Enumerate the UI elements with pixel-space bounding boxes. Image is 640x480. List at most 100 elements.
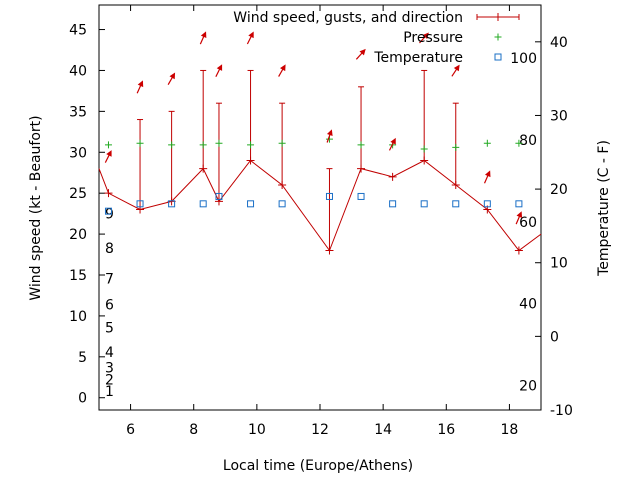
pressure-point [420, 145, 428, 153]
temperature-point [357, 192, 365, 200]
wind-speed-point [514, 246, 523, 255]
wind-direction-arrowhead [169, 72, 176, 80]
y-right-tick-label: 0 [550, 329, 559, 345]
wind-speed-point [420, 156, 429, 165]
wind-direction-arrowhead [453, 64, 460, 72]
pressure-point [136, 139, 144, 147]
temperature-point [483, 200, 491, 208]
legend-label: Wind speed, gusts, and direction [233, 10, 463, 26]
wind-direction-arrowhead [359, 48, 366, 56]
beaufort-label: 2 [105, 373, 114, 389]
wind-speed-point [451, 181, 460, 189]
y-right-tick-label: 20 [550, 182, 568, 198]
pressure-point [452, 143, 460, 151]
beaufort-label: 7 [105, 271, 114, 287]
wind-direction-arrowhead [390, 137, 396, 145]
temperature-point [136, 200, 144, 208]
wind-speed-line [98, 159, 542, 252]
wind-direction-arrowhead [516, 211, 523, 218]
wind-direction-arrowhead [484, 170, 491, 178]
y-left-axis-label: Wind speed (kt - Beaufort) [28, 115, 44, 300]
wind-speed-point [388, 172, 397, 181]
x-tick-label: 8 [189, 422, 198, 438]
x-tick-label: 6 [126, 422, 135, 438]
gust-bars [137, 69, 459, 251]
y-right-tick-label: -10 [550, 403, 573, 419]
y-left-tick-label: 15 [69, 268, 87, 284]
x-axis-ticks: 6 8 10 12 14 16 18 [126, 5, 518, 438]
wind-speed-point [246, 156, 255, 165]
wind-speed-point [357, 164, 366, 173]
temperature-point [420, 200, 428, 208]
temperature-point [168, 200, 176, 208]
beaufort-label: 8 [105, 241, 114, 257]
pressure-point [515, 139, 523, 147]
wind-direction-arrows [104, 31, 523, 225]
y-left-tick-label: 45 [69, 23, 87, 39]
beaufort-label: 3 [105, 360, 114, 376]
y-left-tick-label: 10 [69, 309, 87, 325]
wind-direction-arrowhead [200, 31, 207, 39]
pressure-point [104, 141, 112, 149]
y-left-axis-ticks: 0 5 10 15 20 25 30 35 40 45 [69, 23, 105, 407]
wind-speed-point [214, 197, 223, 206]
y-right-tick-label: 10 [550, 256, 568, 272]
temperature-point [199, 200, 207, 208]
legend: Wind speed, gusts, and direction Pressure… [233, 10, 520, 66]
wind-direction-arrowhead [106, 150, 112, 157]
temperature-point [247, 200, 255, 208]
wind-speed-point [278, 181, 287, 189]
y-left-tick-label: 25 [69, 186, 87, 202]
pressure-point [247, 141, 255, 149]
pressure-point [483, 139, 491, 147]
fahrenheit-label: 80 [519, 133, 537, 149]
y-left-tick-label: 30 [69, 145, 87, 161]
pressure-point [215, 139, 223, 147]
fahrenheit-label: 60 [519, 215, 537, 231]
y-right-tick-label: 40 [550, 35, 568, 51]
fahrenheit-label: 40 [519, 297, 537, 313]
temperature-point [325, 192, 333, 200]
y-right-axis-label: Temperature (C - F) [596, 140, 612, 277]
y-right-axis-ticks: -10 0 10 20 30 40 [535, 35, 573, 419]
x-tick-label: 14 [374, 422, 392, 438]
fahrenheit-label: 100 [510, 51, 537, 67]
pressure-point [278, 139, 286, 147]
beaufort-label: 5 [105, 320, 114, 336]
wind-direction-arrowhead [137, 80, 144, 88]
y-left-tick-label: 35 [69, 104, 87, 120]
temperature-series [104, 192, 523, 215]
x-tick-label: 18 [501, 422, 519, 438]
beaufort-label: 1 [105, 384, 114, 400]
legend-label: Temperature [373, 50, 463, 66]
x-tick-label: 10 [248, 422, 266, 438]
fahrenheit-labels: 20 40 60 80 100 [510, 51, 537, 394]
legend-pressure-swatch [494, 33, 502, 41]
temperature-point [215, 192, 223, 200]
wind-direction-arrowhead [216, 64, 223, 71]
temperature-point [452, 200, 460, 208]
pressure-point [199, 141, 207, 149]
temperature-point [515, 200, 523, 208]
temperature-point [389, 200, 397, 208]
y-right-tick-label: 30 [550, 108, 568, 124]
beaufort-label: 6 [105, 297, 114, 313]
pressure-series [104, 135, 523, 153]
wind-speed-point [104, 189, 113, 198]
legend-wind-point [494, 13, 502, 21]
x-tick-label: 12 [311, 422, 329, 438]
legend-label: Pressure [403, 30, 463, 46]
pressure-point [168, 141, 176, 149]
temperature-point [278, 200, 286, 208]
wind-speed-point [199, 164, 208, 173]
wind-speed-series [98, 156, 542, 255]
y-left-tick-label: 0 [78, 391, 87, 407]
x-axis-label: Local time (Europe/Athens) [223, 458, 413, 474]
fahrenheit-label: 20 [519, 378, 537, 394]
pressure-point [357, 141, 365, 149]
legend-temperature-swatch [494, 53, 502, 61]
x-tick-label: 16 [437, 422, 455, 438]
y-left-tick-label: 5 [78, 350, 87, 366]
